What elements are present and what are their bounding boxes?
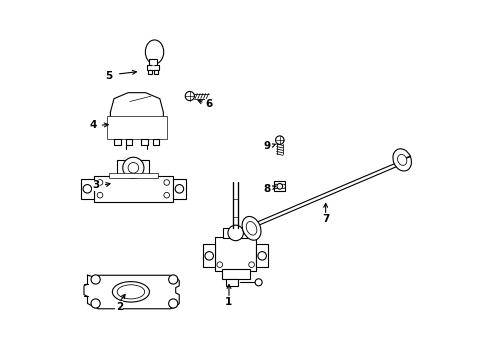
FancyBboxPatch shape — [114, 139, 121, 145]
Circle shape — [168, 275, 178, 284]
Text: 5: 5 — [105, 71, 112, 81]
Circle shape — [97, 180, 102, 185]
Text: 9: 9 — [264, 141, 270, 152]
FancyBboxPatch shape — [117, 160, 149, 176]
Polygon shape — [110, 93, 163, 139]
FancyBboxPatch shape — [107, 116, 166, 139]
Circle shape — [122, 157, 143, 179]
Circle shape — [163, 192, 169, 198]
FancyBboxPatch shape — [94, 176, 173, 202]
Ellipse shape — [242, 216, 261, 240]
Circle shape — [204, 252, 213, 260]
Ellipse shape — [397, 154, 406, 165]
FancyBboxPatch shape — [154, 69, 158, 74]
Ellipse shape — [392, 149, 410, 171]
FancyBboxPatch shape — [149, 59, 157, 66]
Circle shape — [255, 279, 262, 286]
FancyBboxPatch shape — [255, 244, 268, 267]
Circle shape — [217, 262, 222, 267]
FancyBboxPatch shape — [108, 174, 158, 178]
FancyBboxPatch shape — [225, 279, 238, 286]
Ellipse shape — [246, 221, 256, 235]
FancyBboxPatch shape — [223, 228, 247, 238]
Circle shape — [257, 252, 266, 260]
Text: 3: 3 — [93, 180, 100, 190]
Circle shape — [227, 225, 243, 241]
Circle shape — [91, 299, 100, 308]
Ellipse shape — [117, 285, 144, 299]
Text: 6: 6 — [205, 99, 212, 109]
Circle shape — [281, 184, 285, 189]
Circle shape — [274, 184, 278, 189]
Circle shape — [83, 185, 91, 193]
FancyBboxPatch shape — [153, 139, 159, 145]
Ellipse shape — [112, 282, 149, 302]
FancyBboxPatch shape — [274, 181, 285, 191]
FancyBboxPatch shape — [147, 65, 159, 71]
Ellipse shape — [145, 40, 163, 64]
Text: 2: 2 — [115, 302, 122, 312]
Circle shape — [91, 275, 100, 284]
FancyBboxPatch shape — [173, 179, 185, 198]
Circle shape — [128, 162, 139, 173]
Circle shape — [248, 262, 254, 267]
FancyBboxPatch shape — [81, 179, 93, 198]
FancyBboxPatch shape — [141, 139, 147, 145]
Text: 8: 8 — [263, 184, 270, 194]
Circle shape — [168, 299, 178, 308]
Circle shape — [275, 136, 284, 144]
Circle shape — [97, 192, 102, 198]
Text: 1: 1 — [224, 297, 232, 307]
Circle shape — [276, 184, 282, 189]
FancyBboxPatch shape — [221, 269, 249, 279]
FancyBboxPatch shape — [147, 69, 152, 74]
Circle shape — [163, 180, 169, 185]
Text: 4: 4 — [89, 120, 96, 130]
Circle shape — [175, 185, 183, 193]
FancyBboxPatch shape — [203, 244, 215, 267]
FancyBboxPatch shape — [215, 237, 255, 271]
Polygon shape — [84, 275, 179, 309]
Text: 7: 7 — [321, 214, 328, 224]
FancyBboxPatch shape — [126, 139, 132, 145]
Circle shape — [185, 91, 194, 101]
